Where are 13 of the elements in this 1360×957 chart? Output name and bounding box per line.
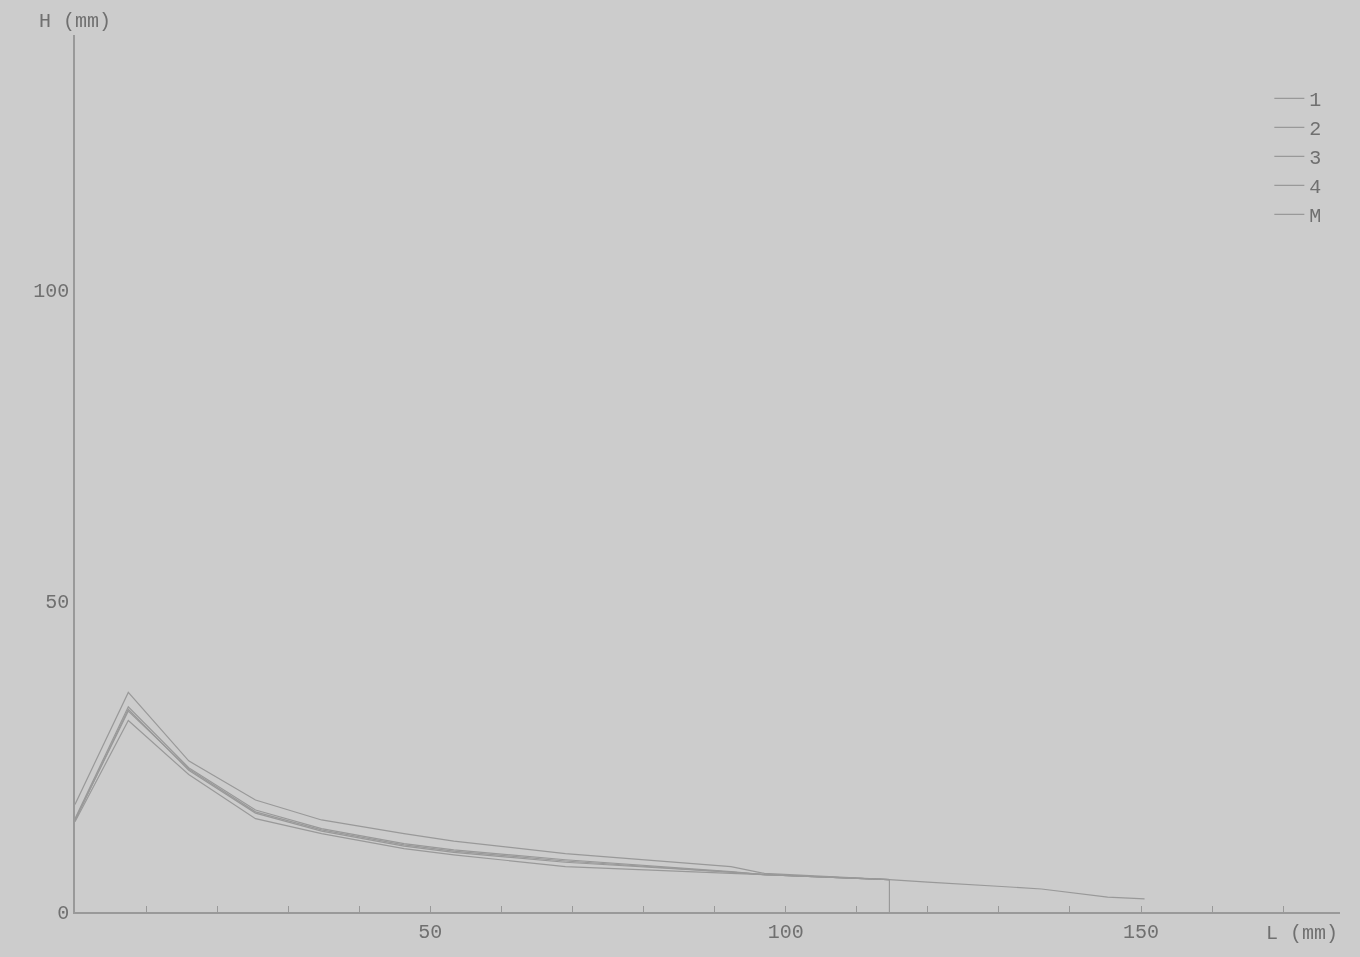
legend-label: 1 [1309,89,1322,113]
x-axis-title: L (mm) [1266,922,1339,945]
legend-label: 3 [1309,147,1322,171]
x-tick-label: 150 [1123,920,1160,944]
y-tick-label: 100 [33,280,70,304]
x-tick-label: 100 [767,920,804,944]
legend-label: 2 [1309,118,1322,142]
y-axis-title: H (mm) [39,10,112,33]
x-tick-label: 50 [418,920,443,944]
y-tick-label: 50 [45,591,70,615]
y-tick-label: 0 [57,902,70,925]
legend-label: 4 [1309,176,1322,200]
legend-label: M [1309,205,1322,229]
